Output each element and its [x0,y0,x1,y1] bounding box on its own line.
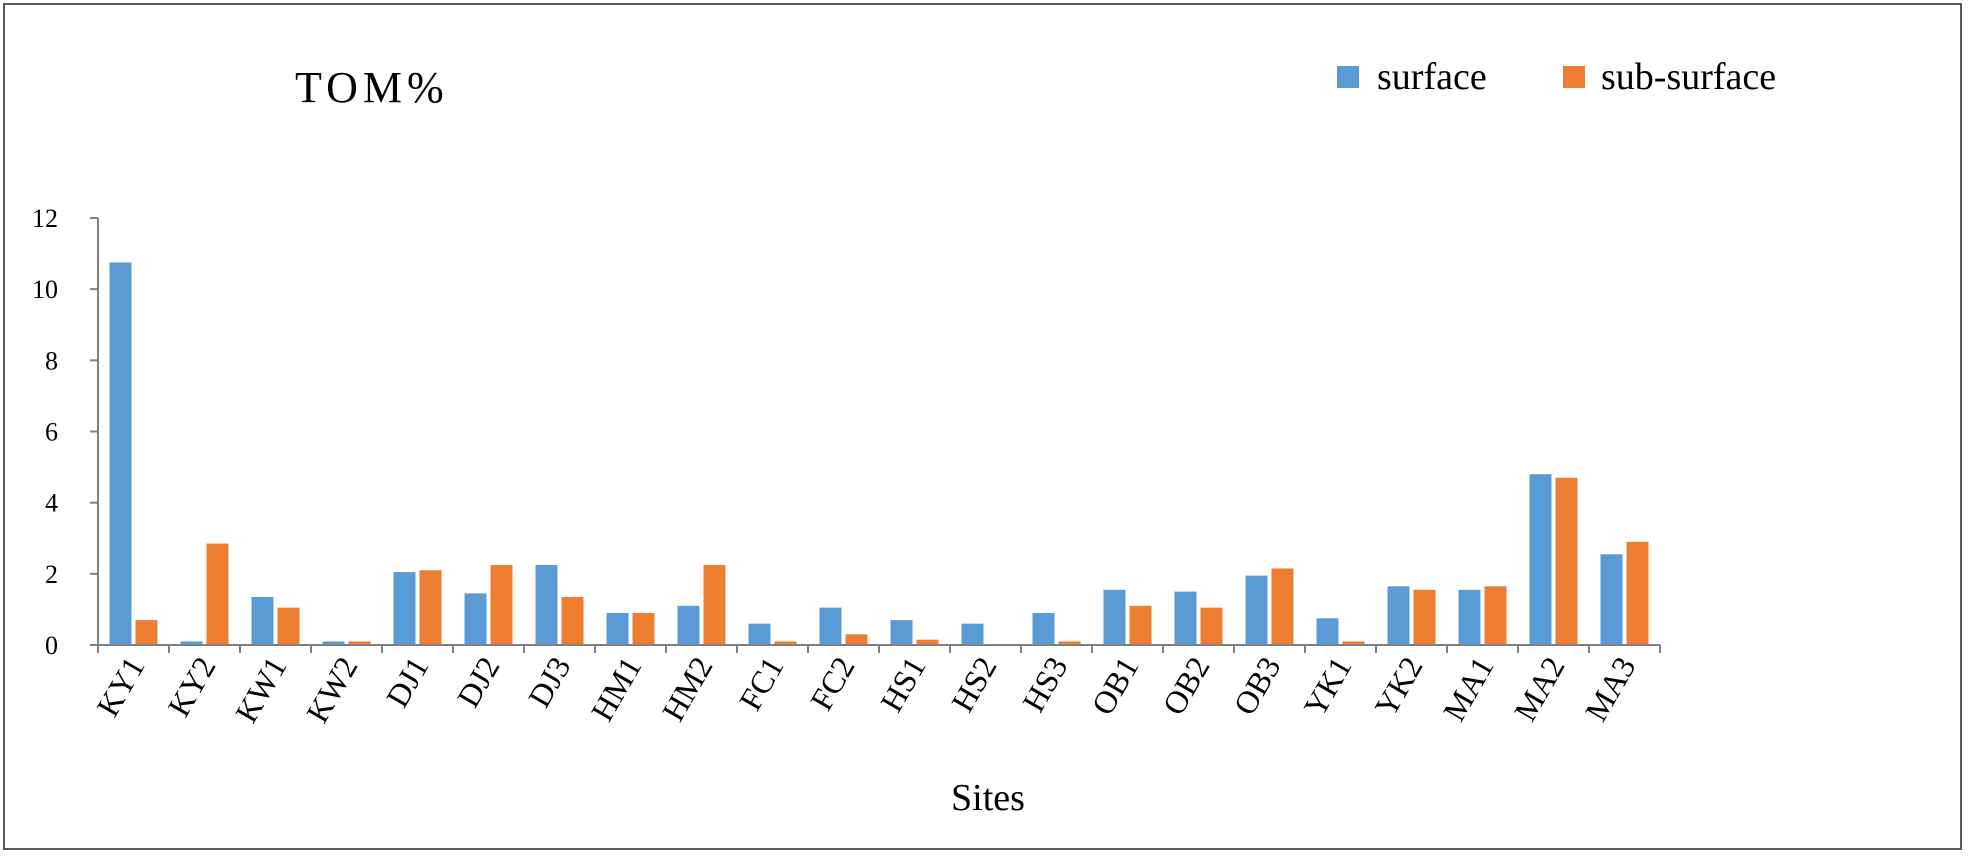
bar-surface-ob3 [1245,575,1268,645]
bar-surface-hm2 [677,605,700,645]
y-tick-label: 2 [45,560,58,589]
x-axis: KY1 KY2 KW1 KW2 DJ1 DJ2 DJ3 HM1 HM2 FC1 FC2 HS1 HS2 H… [89,644,1661,729]
legend-swatch-sub-surface [1563,66,1585,88]
bar-surface-ma3 [1600,554,1623,645]
bar-sub-surface-ma1 [1484,586,1507,645]
bar-surface-ma1 [1458,589,1481,645]
bar-sub-surface-kw1 [277,607,300,645]
bar-surface-kw1 [251,596,274,645]
bars [109,262,1649,645]
bar-sub-surface-dj2 [490,564,513,645]
x-tick-label-ob3: OB3 [1226,651,1287,721]
y-tick-label: 8 [45,346,58,375]
x-tick-label-yk2: YK2 [1367,651,1429,723]
bar-sub-surface-ob2 [1200,607,1223,645]
x-tick-label-ob2: OB2 [1155,651,1216,721]
legend: surface sub-surface [1337,56,1776,98]
y-tick-label: 12 [32,204,58,233]
bar-sub-surface-hs3 [1058,641,1081,645]
bar-surface-hs3 [1032,612,1055,645]
bar-surface-ob2 [1174,591,1197,645]
x-tick-label-hs1: HS1 [873,651,933,718]
bar-surface-yk1 [1316,618,1339,645]
y-tick-label: 6 [45,418,58,447]
x-tick-label-ob1: OB1 [1084,651,1145,721]
y-axis: 0 2 4 6 8 10 12 [32,204,99,660]
bar-sub-surface-fc1 [774,641,797,645]
x-tick-label-hs3: HS3 [1015,651,1075,718]
bar-sub-surface-ma2 [1555,477,1578,645]
x-tick-label-hs2: HS2 [944,651,1004,718]
x-tick-label-fc1: FC1 [732,651,791,717]
x-tick-label-hm2: HM2 [655,651,720,728]
bar-surface-ky2 [180,641,203,645]
x-tick-label-kw1: KW1 [228,651,294,729]
x-tick-label-ky2: KY2 [160,651,222,723]
bar-surface-ob1 [1103,589,1126,645]
x-tick-label-yk1: YK1 [1296,651,1358,723]
x-tick-label-hm1: HM1 [584,651,649,728]
bar-sub-surface-ob3 [1271,568,1294,645]
x-tick-label-ma2: MA2 [1507,651,1572,728]
y-tick-label: 4 [45,489,58,518]
bar-surface-dj2 [464,593,487,645]
bar-surface-ky1 [109,262,132,645]
x-tick-label-dj1: DJ1 [379,651,436,714]
bar-surface-fc2 [819,607,842,645]
bar-surface-dj3 [535,564,558,645]
x-tick-label-ma3: MA3 [1578,651,1643,728]
bar-surface-kw2 [322,641,345,645]
y-tick-label: 0 [45,631,58,660]
bar-sub-surface-ky2 [206,543,229,645]
legend-label-sub-surface: sub-surface [1601,56,1776,98]
bar-sub-surface-hm1 [632,612,655,645]
bar-surface-ma2 [1529,474,1552,645]
legend-label-surface: surface [1377,56,1487,98]
bar-surface-fc1 [748,623,771,645]
y-tick-label: 10 [32,275,58,304]
bar-sub-surface-dj3 [561,596,584,645]
bar-surface-hs1 [890,620,913,645]
bar-sub-surface-yk1 [1342,641,1365,645]
x-tick-label-kw2: KW2 [299,651,365,729]
bar-sub-surface-fc2 [845,634,868,645]
bar-surface-hs2 [961,623,984,645]
bar-surface-yk2 [1387,586,1410,645]
chart-frame [3,3,1962,850]
bar-surface-dj1 [393,572,416,645]
bar-surface-hm1 [606,612,629,645]
x-tick-label-fc2: FC2 [803,651,862,717]
chart-title: TOM% [295,63,449,112]
bar-sub-surface-hm2 [703,564,726,645]
x-tick-label-dj3: DJ3 [521,651,578,714]
x-tick-label-ma1: MA1 [1436,651,1501,728]
x-tick-label-dj2: DJ2 [450,651,507,714]
bar-sub-surface-hs1 [916,639,939,645]
bar-sub-surface-yk2 [1413,589,1436,645]
bar-sub-surface-ma3 [1626,541,1649,645]
bar-sub-surface-ob1 [1129,605,1152,645]
bar-sub-surface-kw2 [348,641,371,645]
legend-swatch-surface [1337,66,1359,88]
x-axis-title: Sites [951,777,1025,819]
bar-sub-surface-dj1 [419,570,442,645]
bar-sub-surface-ky1 [135,620,158,645]
x-tick-label-ky1: KY1 [89,651,151,723]
